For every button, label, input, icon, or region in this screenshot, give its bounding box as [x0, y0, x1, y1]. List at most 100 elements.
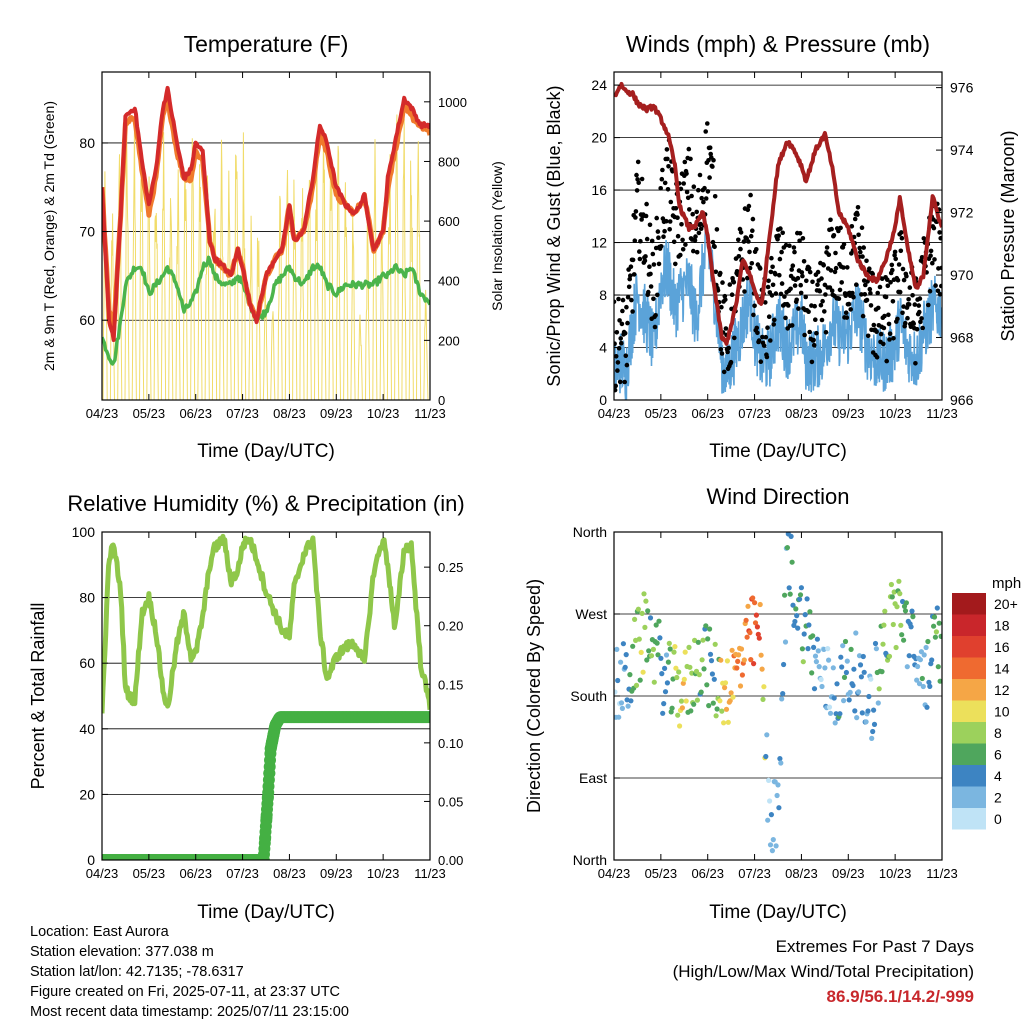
direction-point [636, 636, 642, 642]
direction-point [628, 698, 634, 704]
gust-point [936, 266, 941, 271]
direction-point [804, 596, 810, 602]
legend-title: mph [992, 575, 1021, 592]
gust-point [614, 330, 620, 335]
gust-point [795, 275, 801, 281]
gust-point [623, 353, 629, 359]
direction-point [780, 691, 786, 697]
direction-point [789, 559, 795, 565]
gust-point [782, 294, 787, 299]
y-right-tick-label: 970 [950, 267, 974, 283]
temperature-title: Temperature (F) [184, 31, 349, 57]
direction-point [870, 728, 876, 735]
gust-point [685, 195, 691, 201]
direction-point [848, 646, 854, 653]
direction-point [938, 633, 942, 639]
gust-point [729, 292, 735, 298]
gust-point [833, 250, 838, 256]
gust-point [937, 230, 942, 235]
gust-point [824, 245, 830, 250]
direction-point [700, 637, 706, 643]
gust-point [750, 228, 755, 233]
y-right-tick-label: 0.10 [438, 736, 463, 751]
direction-point [727, 698, 733, 704]
direction-point [822, 665, 828, 671]
solar-insolation-line [102, 114, 429, 400]
gust-point [681, 181, 686, 186]
gust-point [848, 307, 853, 312]
legend-label: 20+ [994, 596, 1018, 612]
direction-point [627, 672, 633, 678]
gust-point [817, 288, 823, 294]
winds-ylabel-right: Station Pressure (Maroon) [998, 130, 1018, 341]
direction-point [724, 658, 731, 664]
direction-point [800, 659, 806, 665]
legend-swatch [952, 636, 986, 658]
gust-point [874, 329, 879, 335]
gust-point [806, 265, 812, 271]
gust-point [914, 326, 920, 332]
gust-point [643, 254, 648, 259]
gust-point [723, 297, 728, 302]
temperature-ylabel-right: Solar Insolation (Yellow) [489, 161, 505, 311]
station-elevation: Station elevation: 377.038 m [30, 944, 214, 960]
direction-grid [614, 531, 942, 861]
station-location: Location: East Aurora [30, 924, 169, 940]
direction-point [639, 610, 645, 617]
direction-point [927, 683, 933, 690]
direction-point [748, 657, 754, 663]
direction-point [851, 666, 857, 672]
gust-point [911, 321, 916, 327]
x-tick-label: 08/23 [273, 866, 306, 881]
gust-point [846, 301, 852, 307]
direction-point [889, 594, 895, 600]
gust-point [870, 271, 875, 277]
gust-point [747, 249, 752, 255]
direction-point [630, 643, 636, 649]
direction-point [770, 837, 776, 843]
gust-point [622, 331, 628, 336]
direction-point [676, 669, 682, 675]
gust-point [635, 159, 641, 165]
direction-point [616, 714, 622, 720]
gust-point [895, 277, 901, 283]
gust-point [707, 175, 712, 180]
gust-point [920, 325, 925, 331]
x-tick-label: 04/23 [598, 866, 631, 881]
gust-point [874, 355, 880, 360]
direction-point [650, 646, 657, 653]
legend-label: 16 [994, 639, 1010, 655]
y-right-tick-label: 976 [950, 80, 974, 96]
gust-point [680, 237, 685, 243]
temperature-ylabel-left: 2m & 9m T (Red, Orange) & 2m Td (Green) [41, 101, 57, 371]
winds-title: Winds (mph) & Pressure (mb) [626, 31, 930, 57]
gust-point [614, 383, 618, 389]
gust-point [736, 253, 742, 259]
direction-point [722, 685, 728, 691]
direction-point [921, 652, 927, 658]
wind-series [614, 220, 942, 400]
direction-point [925, 638, 931, 645]
direction-point [717, 698, 723, 704]
gust-point [897, 289, 903, 295]
direction-point [662, 689, 669, 695]
x-tick-label: 06/23 [179, 866, 212, 881]
direction-point [914, 677, 920, 683]
dewpoint-series [102, 255, 430, 366]
gust-point [660, 167, 665, 173]
gust-point [860, 254, 865, 259]
direction-point [897, 591, 903, 597]
gust-point [780, 230, 785, 236]
y-tick-label: North [573, 524, 607, 540]
direction-ylabel-left: Direction (Colored By Speed) [524, 579, 544, 813]
direction-point [861, 669, 867, 675]
direction-point [665, 659, 672, 665]
gust-point [892, 249, 898, 255]
gust-point [849, 224, 855, 229]
legend-swatch [952, 722, 986, 744]
y-right-tick-label: 0 [438, 393, 445, 408]
humidity-line [102, 533, 430, 714]
direction-point [755, 631, 761, 637]
direction-point [924, 704, 930, 710]
